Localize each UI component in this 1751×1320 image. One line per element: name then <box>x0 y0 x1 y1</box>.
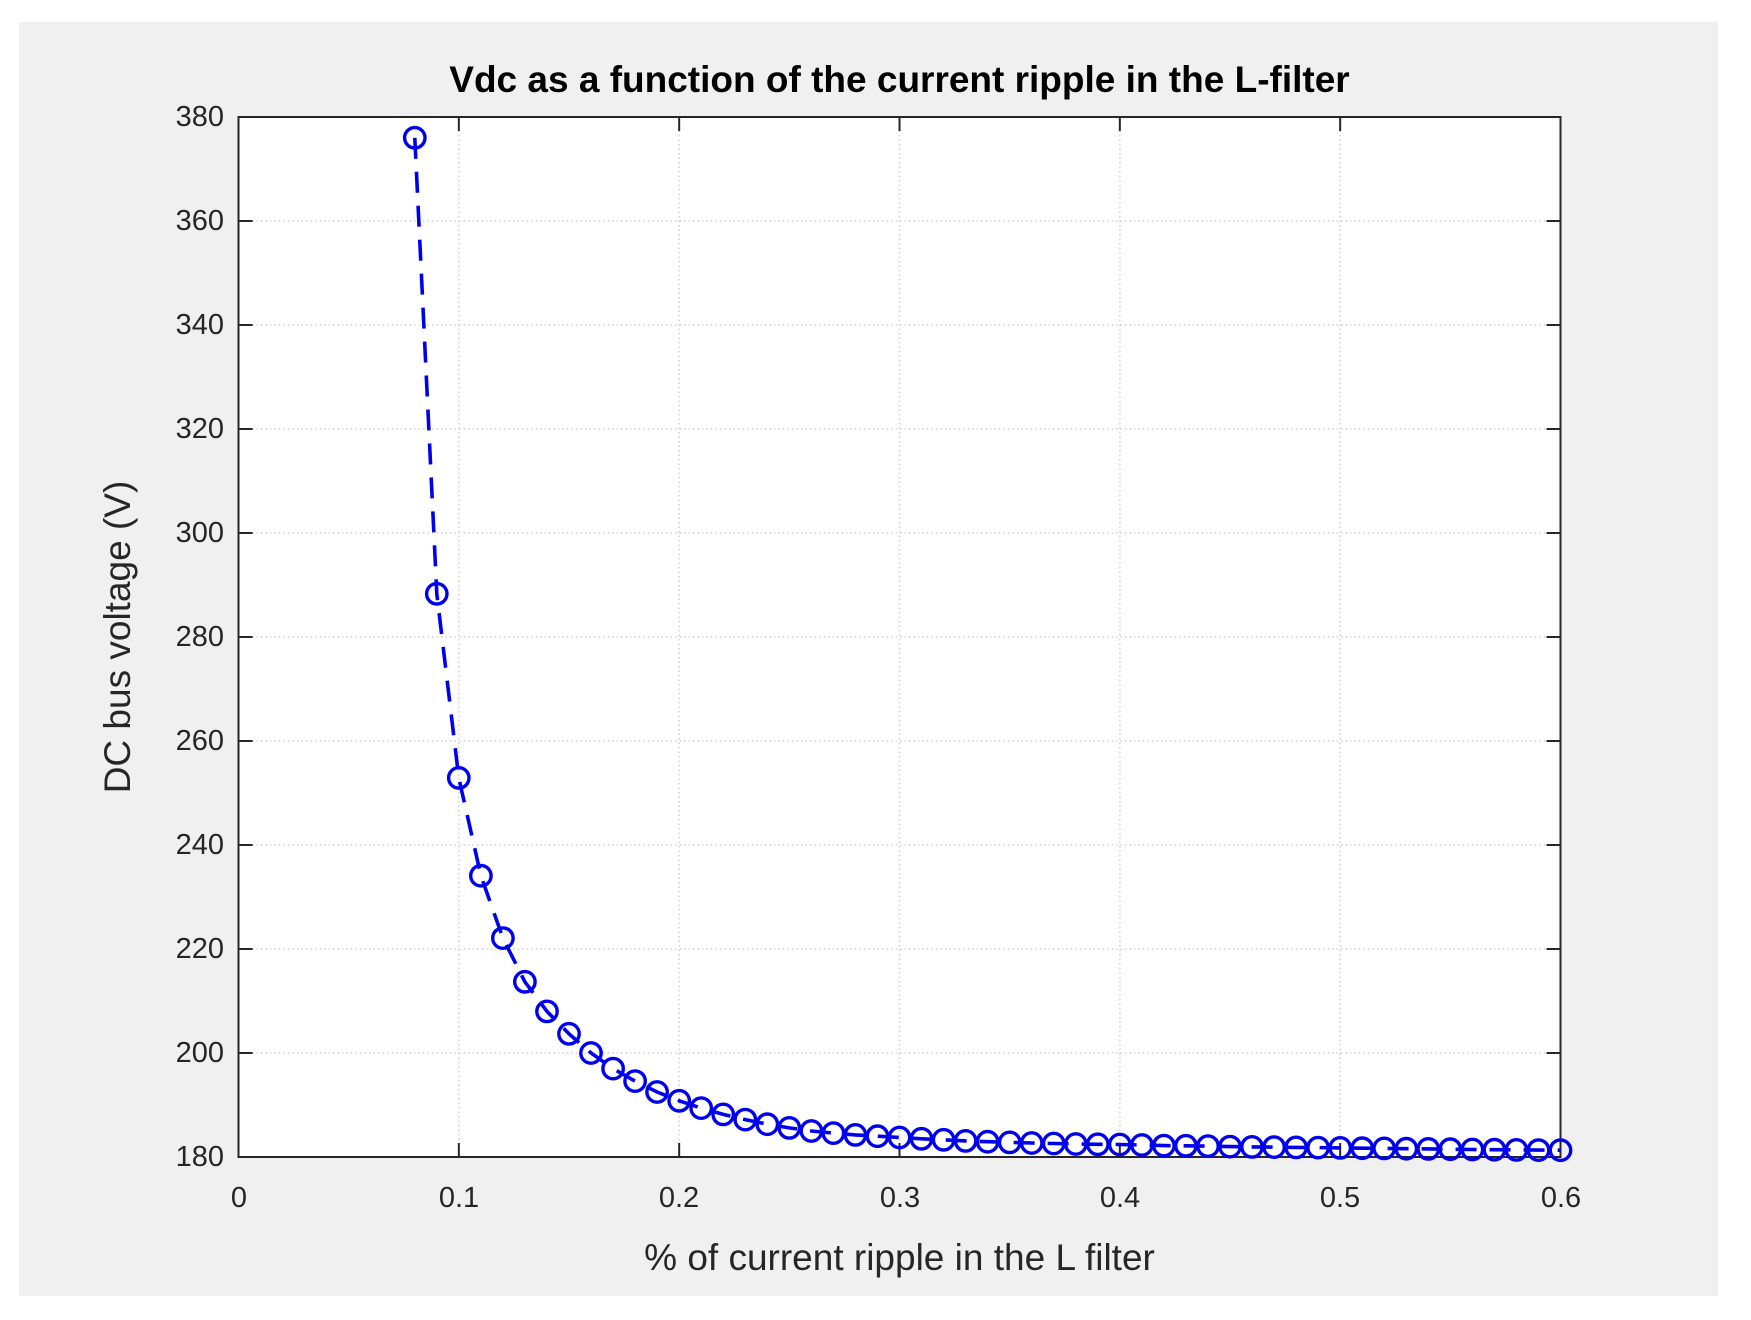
series-marker <box>711 1102 736 1127</box>
x-tick-label: 0.6 <box>1540 1182 1582 1214</box>
series-marker <box>1107 1132 1132 1157</box>
plot-area <box>238 117 1561 1157</box>
series-marker <box>513 969 537 994</box>
series-marker <box>843 1123 868 1147</box>
y-tick-label: 260 <box>175 725 224 757</box>
series-marker <box>1306 1135 1331 1160</box>
series-marker <box>975 1129 1000 1154</box>
series-marker <box>623 1069 647 1094</box>
series-marker <box>468 863 493 888</box>
y-tick-label: 320 <box>175 413 224 445</box>
series-marker <box>799 1119 824 1143</box>
series-marker <box>579 1041 603 1065</box>
series-marker <box>402 125 427 150</box>
series-marker <box>1174 1133 1198 1158</box>
series-marker <box>821 1121 846 1146</box>
series-marker <box>645 1080 669 1104</box>
y-tick-label: 180 <box>175 1141 224 1173</box>
y-tick-label: 360 <box>175 205 224 237</box>
series-marker <box>535 999 559 1024</box>
y-tick-label: 300 <box>175 517 224 549</box>
series-marker <box>777 1116 802 1140</box>
x-axis-label: % of current ripple in the L filter <box>644 1237 1155 1278</box>
series-marker <box>424 581 449 606</box>
x-tick-label: 0.2 <box>658 1182 700 1214</box>
y-tick-label: 280 <box>175 621 224 653</box>
series-marker <box>1372 1136 1397 1161</box>
x-tick-label: 0.5 <box>1319 1182 1361 1214</box>
series-marker <box>1548 1138 1573 1163</box>
y-tick-label: 340 <box>175 309 224 341</box>
series-marker <box>1504 1138 1529 1162</box>
series-marker <box>1240 1135 1264 1159</box>
series-marker <box>446 766 471 790</box>
y-tick-label: 220 <box>175 933 224 965</box>
x-tick-label: 0 <box>230 1182 248 1214</box>
series-marker <box>733 1107 758 1132</box>
series-marker <box>601 1056 625 1081</box>
y-tick-label: 240 <box>175 829 224 861</box>
y-tick-label: 380 <box>175 101 224 133</box>
series-marker <box>689 1096 714 1121</box>
x-tick-label: 0.3 <box>879 1182 921 1214</box>
series-marker <box>667 1088 692 1113</box>
chart-title: Vdc as a function of the current ripple … <box>449 59 1350 100</box>
x-tick-label: 0.4 <box>1099 1182 1141 1214</box>
series-marker <box>1438 1137 1463 1162</box>
x-tick-label: 0.1 <box>438 1182 480 1214</box>
series-marker <box>1041 1131 1066 1156</box>
series-marker <box>490 926 515 950</box>
series-marker <box>755 1112 780 1137</box>
series-marker <box>557 1021 581 1046</box>
series-marker <box>909 1126 934 1151</box>
y-tick-label: 200 <box>175 1037 224 1069</box>
